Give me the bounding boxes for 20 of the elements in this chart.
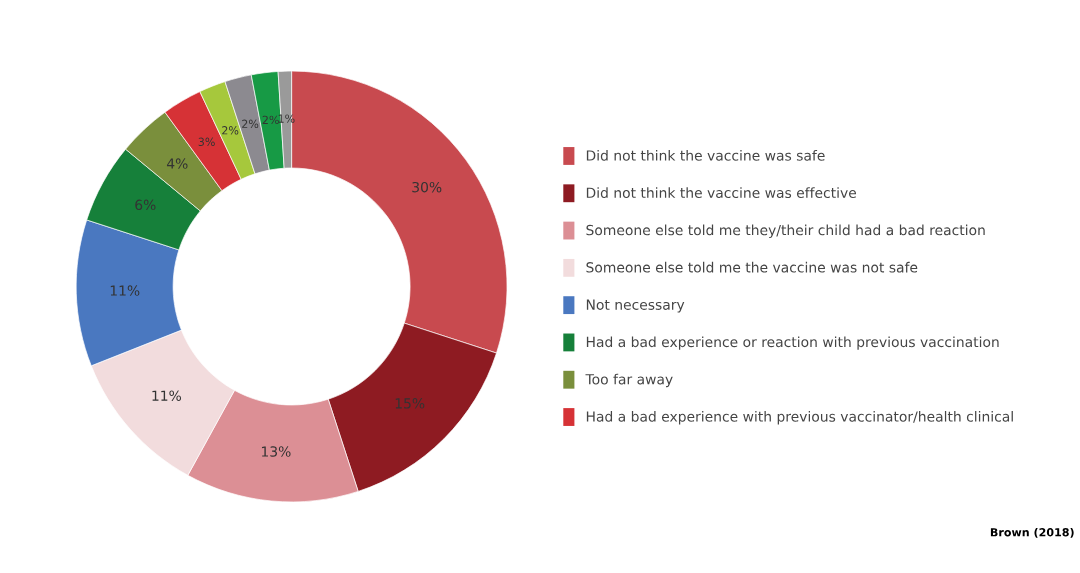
data-label: 15% xyxy=(395,398,425,409)
data-label: 11% xyxy=(152,390,182,401)
data-label: 3% xyxy=(198,137,215,146)
data-label: 2% xyxy=(222,126,239,135)
legend-label: Did not think the vaccine was safe xyxy=(586,149,825,161)
legend-label: Not necessary xyxy=(586,299,685,313)
legend-label: Did not think the vaccine was effective xyxy=(586,187,857,199)
data-label: 13% xyxy=(261,446,291,457)
legend-label: Someone else told me the vaccine was not safe xyxy=(586,261,918,273)
data-label: 2% xyxy=(242,119,259,128)
data-label: 4% xyxy=(166,158,188,169)
data-label: 6% xyxy=(135,199,156,211)
data-label: 11% xyxy=(110,285,140,296)
data-label: 30% xyxy=(412,181,442,193)
text: Brown (2018) xyxy=(990,527,1074,538)
legend-label: Someone else told me they/their child had a bad reaction xyxy=(586,224,985,238)
legend-label: Had a bad experience or reaction with previous vaccination xyxy=(586,336,999,350)
legend-label: Too far away xyxy=(585,373,673,388)
data-label: 2% xyxy=(262,115,279,125)
legend-label: Had a bad experience with previous vaccinator/health clinical xyxy=(586,411,1013,425)
